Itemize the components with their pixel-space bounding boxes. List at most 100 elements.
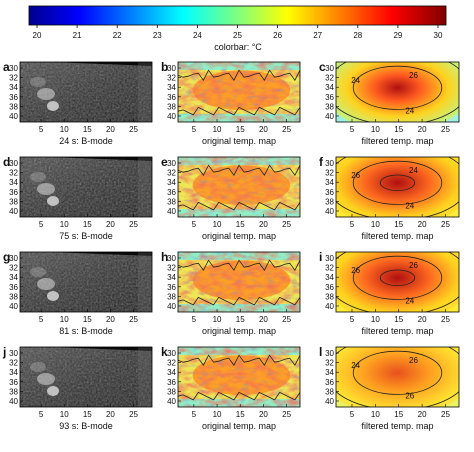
x-tick-label: 10	[371, 220, 380, 229]
y-tick-label: 30	[9, 159, 18, 168]
colorbar-tick-label: 26	[273, 31, 282, 40]
colorbar-gradient	[28, 5, 447, 26]
x-tick-label: 25	[129, 315, 138, 324]
axes-frame	[19, 346, 153, 408]
panel-caption: filtered temp. map	[361, 136, 433, 146]
colorbar-tick-label: 27	[313, 31, 322, 40]
x-tick-label: 20	[418, 410, 427, 419]
panel-caption: 24 s: B-mode	[59, 136, 113, 146]
y-tick-label: 36	[167, 283, 176, 292]
panel-caption: filtered temp. map	[361, 326, 433, 336]
x-tick-label: 10	[213, 125, 222, 134]
x-tick-label: 20	[259, 410, 268, 419]
x-tick-label: 5	[350, 125, 355, 134]
axes-frame	[335, 156, 460, 218]
y-tick-label: 40	[167, 207, 176, 216]
y-tick-label: 32	[9, 264, 18, 273]
axes-frame	[177, 156, 301, 218]
panel-caption: 81 s: B-mode	[59, 326, 113, 336]
x-tick-label: 10	[213, 410, 222, 419]
y-tick-label: 32	[9, 74, 18, 83]
y-tick-label: 32	[9, 359, 18, 368]
colorbar-tick-label: 29	[393, 31, 402, 40]
axes-frame	[177, 251, 301, 313]
x-tick-label: 15	[394, 410, 403, 419]
y-tick-label: 32	[325, 74, 334, 83]
y-tick-label: 34	[9, 273, 18, 282]
y-tick-label: 40	[325, 207, 334, 216]
contour-label: 26	[409, 71, 418, 80]
axes-frame	[335, 251, 460, 313]
y-tick-label: 40	[167, 397, 176, 406]
y-tick-label: 36	[325, 188, 334, 197]
axes-frame	[335, 346, 460, 408]
y-tick-label: 38	[167, 387, 176, 396]
x-tick-label: 15	[394, 315, 403, 324]
y-tick-label: 38	[9, 292, 18, 301]
y-tick-label: 36	[9, 93, 18, 102]
y-tick-label: 40	[325, 302, 334, 311]
bmode-image	[20, 157, 152, 217]
y-tick-label: 38	[325, 197, 334, 206]
y-tick-label: 34	[325, 178, 334, 187]
x-tick-label: 5	[39, 220, 44, 229]
x-tick-label: 25	[441, 125, 450, 134]
y-tick-label: 34	[167, 368, 176, 377]
x-tick-label: 5	[39, 410, 44, 419]
x-tick-label: 15	[394, 125, 403, 134]
panel-caption: filtered temp. map	[361, 421, 433, 431]
y-tick-label: 30	[167, 64, 176, 73]
y-tick-label: 38	[9, 197, 18, 206]
x-tick-label: 5	[350, 315, 355, 324]
y-tick-label: 36	[325, 93, 334, 102]
y-tick-label: 40	[167, 112, 176, 121]
contour-label: 24	[405, 297, 414, 306]
x-tick-label: 5	[192, 315, 197, 324]
x-tick-label: 20	[106, 315, 115, 324]
x-tick-label: 10	[213, 220, 222, 229]
contour-label: 26	[409, 356, 418, 365]
x-tick-label: 10	[60, 220, 69, 229]
y-tick-label: 30	[9, 64, 18, 73]
contour-label: 26	[409, 261, 418, 270]
x-tick-label: 5	[192, 220, 197, 229]
y-tick-label: 36	[9, 188, 18, 197]
x-tick-label: 25	[441, 410, 450, 419]
y-tick-label: 40	[9, 397, 18, 406]
y-tick-label: 40	[9, 302, 18, 311]
y-tick-label: 38	[325, 102, 334, 111]
x-tick-label: 20	[106, 220, 115, 229]
orig-image	[178, 347, 300, 407]
x-tick-label: 25	[441, 220, 450, 229]
colorbar-tick-label: 21	[73, 31, 82, 40]
y-tick-label: 34	[325, 273, 334, 282]
x-tick-label: 20	[418, 125, 427, 134]
y-tick-label: 36	[167, 188, 176, 197]
x-tick-label: 15	[236, 220, 245, 229]
x-tick-label: 25	[129, 125, 138, 134]
x-tick-label: 15	[236, 125, 245, 134]
y-tick-label: 32	[325, 264, 334, 273]
x-tick-label: 10	[60, 125, 69, 134]
y-tick-label: 34	[167, 178, 176, 187]
y-tick-label: 30	[9, 254, 18, 263]
contour-label: 24	[351, 361, 360, 370]
x-tick-label: 5	[39, 315, 44, 324]
contour-label: 26	[351, 266, 360, 275]
y-tick-label: 32	[167, 169, 176, 178]
x-tick-label: 10	[371, 315, 380, 324]
y-tick-label: 36	[9, 378, 18, 387]
panel-caption: filtered temp. map	[361, 231, 433, 241]
y-tick-label: 38	[167, 292, 176, 301]
y-tick-label: 38	[325, 292, 334, 301]
x-tick-label: 15	[236, 315, 245, 324]
y-tick-label: 30	[325, 254, 334, 263]
y-tick-label: 36	[9, 283, 18, 292]
orig-image	[178, 62, 300, 122]
x-tick-label: 15	[236, 410, 245, 419]
panel-caption: 93 s: B-mode	[59, 421, 113, 431]
